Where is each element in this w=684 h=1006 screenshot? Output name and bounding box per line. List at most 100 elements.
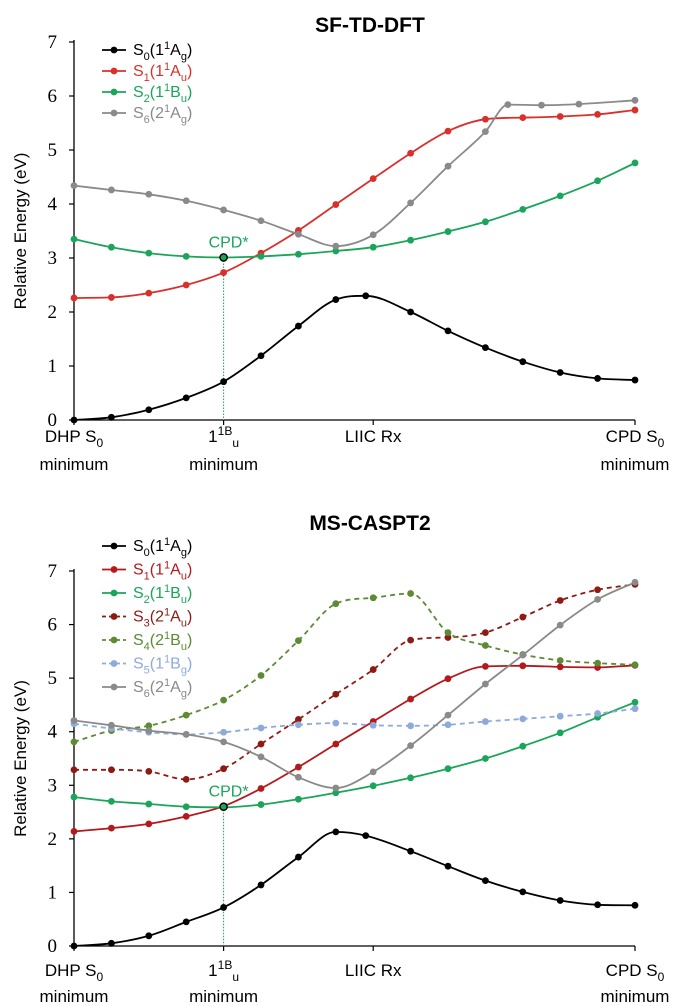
- legend-label: S5(11Bg): [133, 654, 192, 677]
- data-point: [482, 662, 489, 670]
- data-point: [108, 243, 115, 251]
- data-point: [482, 629, 489, 637]
- data-point: [332, 789, 340, 797]
- data-point: [108, 721, 115, 729]
- data-point: [257, 753, 265, 761]
- data-point: [182, 711, 190, 719]
- legend-item: S6(21Ag): [102, 103, 192, 126]
- data-point: [70, 793, 78, 801]
- data-point: [538, 101, 545, 109]
- data-point: [556, 663, 564, 671]
- data-point: [369, 666, 377, 673]
- x-tick-label: minimum: [40, 987, 109, 1006]
- data-point: [556, 897, 564, 904]
- data-point: [482, 128, 489, 136]
- y-tick-label: 0: [48, 936, 58, 957]
- legend-item: S5(11Bg): [102, 654, 192, 677]
- data-point: [407, 722, 414, 730]
- data-point: [407, 149, 414, 157]
- legend-item: S1(11Au): [102, 61, 192, 84]
- data-point: [444, 721, 452, 729]
- y-tick-label: 5: [48, 668, 58, 689]
- series-line: [73, 109, 636, 299]
- data-point: [556, 369, 564, 376]
- data-point: [145, 932, 153, 940]
- data-point: [257, 740, 265, 748]
- data-point: [594, 586, 601, 594]
- y-tick-label: 7: [48, 561, 58, 582]
- y-axis-label: Relative Energy (eV): [11, 153, 30, 310]
- data-point: [295, 773, 302, 781]
- data-point: [70, 942, 78, 950]
- data-point: [631, 705, 639, 713]
- data-point: [145, 406, 153, 414]
- data-point: [220, 269, 228, 276]
- legend-label: S6(21Ag): [133, 677, 192, 700]
- chart-title: SF-TD-DFT: [315, 14, 425, 37]
- data-point: [407, 695, 414, 703]
- data-point: [519, 742, 527, 750]
- x-tick-label: minimum: [601, 987, 670, 1006]
- data-point: [70, 182, 78, 190]
- legend-swatch-marker: [110, 542, 118, 550]
- data-point: [332, 242, 340, 250]
- data-point: [594, 110, 601, 118]
- cpd-marker: [219, 802, 228, 812]
- data-point: [295, 322, 302, 330]
- data-point: [407, 636, 414, 644]
- legend-label: S2(11Bu): [133, 82, 192, 105]
- y-tick-label: 1: [48, 356, 58, 377]
- data-point: [556, 597, 564, 604]
- data-point: [407, 590, 414, 597]
- data-point: [369, 231, 377, 239]
- data-point: [332, 247, 340, 255]
- data-point: [631, 376, 639, 384]
- data-point: [594, 901, 601, 909]
- series-line: [73, 294, 636, 421]
- data-point: [108, 797, 115, 805]
- data-point: [631, 159, 639, 167]
- data-point: [295, 230, 302, 238]
- chart-panel-sf-td-dft: SF-TD-DFT 0 1 2 3 4 5 6 7 Relative Energy (eV) DHP…: [11, 14, 669, 474]
- data-point: [407, 742, 414, 750]
- legend-item: S0(11Ag): [102, 536, 192, 559]
- data-point: [504, 101, 512, 109]
- data-point: [182, 197, 190, 205]
- data-point: [407, 847, 414, 855]
- legend-swatch-marker: [110, 636, 118, 644]
- x-tick-label: minimum: [601, 455, 670, 474]
- cpd-marker: [219, 253, 228, 262]
- data-point: [556, 113, 564, 120]
- data-point: [444, 162, 452, 170]
- data-point: [482, 115, 489, 123]
- series-line: [73, 830, 636, 947]
- series-line: [73, 583, 636, 781]
- data-point: [220, 803, 228, 811]
- data-point: [108, 766, 115, 774]
- data-point: [220, 254, 228, 261]
- data-point: [220, 696, 228, 704]
- y-tick-label: 4: [48, 194, 58, 215]
- data-point: [519, 662, 527, 670]
- data-point: [556, 621, 564, 629]
- x-tick-label: LIIC Rx: [345, 427, 402, 446]
- data-point: [257, 672, 265, 679]
- data-point: [444, 675, 452, 683]
- data-point: [295, 250, 302, 258]
- series-line: [73, 592, 636, 743]
- data-point: [182, 918, 190, 926]
- y-tick-label: 3: [48, 248, 58, 269]
- legend-item: S1(11Au): [102, 560, 192, 583]
- data-point: [631, 578, 639, 586]
- series-s011ag: [70, 292, 639, 424]
- data-point: [556, 712, 564, 720]
- data-point: [220, 904, 228, 911]
- data-point: [257, 801, 265, 808]
- y-tick-label: 2: [48, 829, 58, 850]
- y-tick-label: 5: [48, 140, 58, 161]
- data-point: [332, 690, 340, 698]
- data-point: [594, 375, 601, 382]
- y-tick-label: 4: [48, 722, 58, 743]
- data-point: [594, 659, 601, 667]
- data-point: [482, 718, 489, 725]
